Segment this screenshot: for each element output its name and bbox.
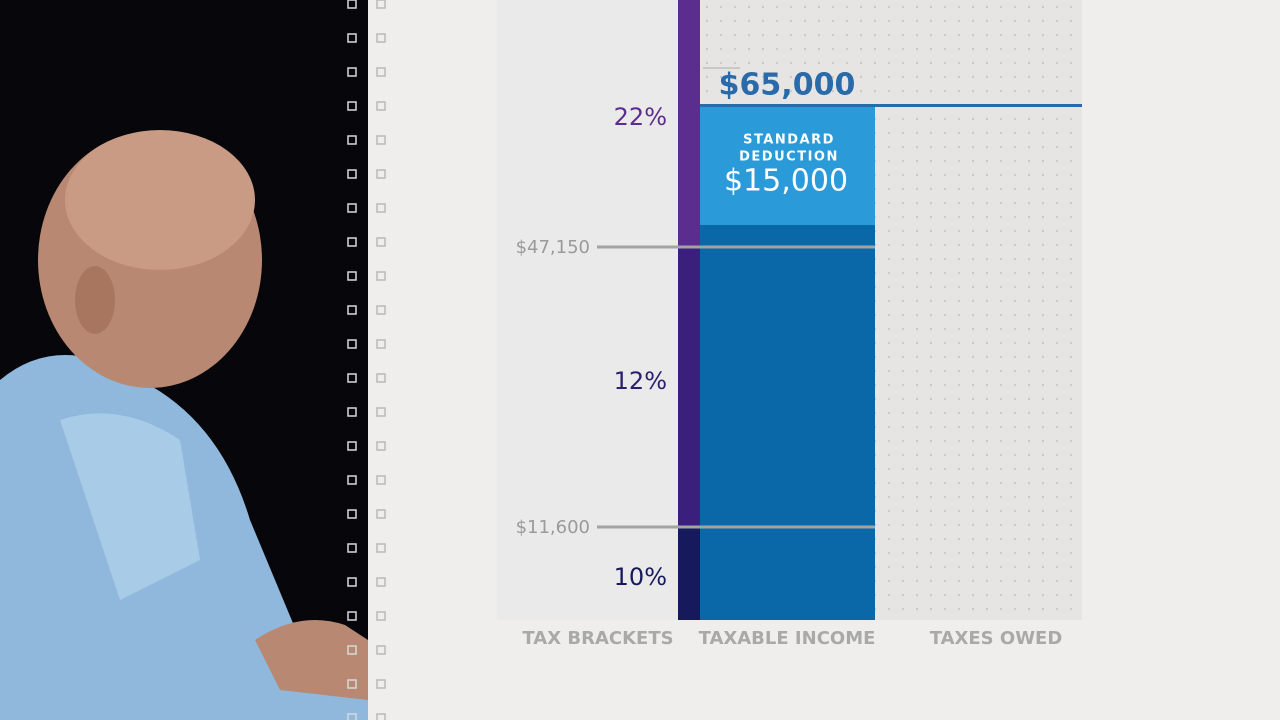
strip-square: [347, 577, 357, 587]
strip-square: [347, 407, 357, 417]
strip-square: [376, 543, 386, 553]
strip-square: [376, 203, 386, 213]
strip-square: [347, 271, 357, 281]
strip-square: [376, 611, 386, 621]
strip-square: [376, 441, 386, 451]
threshold-label: $47,150: [516, 237, 590, 258]
strip-square: [347, 101, 357, 111]
strip-square: [347, 339, 357, 349]
strip-square: [376, 67, 386, 77]
strip-square: [347, 237, 357, 247]
strip-square: [347, 645, 357, 655]
deduction-label: DEDUCTION: [739, 150, 839, 165]
strip-square: [347, 0, 357, 9]
strip-square: [347, 611, 357, 621]
strip-square: [376, 407, 386, 417]
strip-square: [347, 543, 357, 553]
presenter-photo: [0, 0, 368, 720]
film-strip: [347, 0, 386, 720]
strip-square: [376, 373, 386, 383]
strip-square: [347, 713, 357, 720]
strip-square: [376, 645, 386, 655]
strip-square: [376, 169, 386, 179]
dotted-area: [700, 0, 875, 105]
strip-square: [376, 509, 386, 519]
income-bar: [700, 225, 875, 620]
strip-square: [376, 0, 386, 9]
strip-square: [347, 33, 357, 43]
strip-square: [347, 373, 357, 383]
strip-square: [376, 475, 386, 485]
deduction-bar: [700, 105, 875, 225]
strip-square: [376, 339, 386, 349]
column-label: TAXABLE INCOME: [699, 628, 876, 649]
strip-square: [376, 101, 386, 111]
strip-square: [347, 67, 357, 77]
strip-square: [376, 577, 386, 587]
income-label: $65,000: [719, 68, 856, 103]
bracket-bar: [678, 247, 700, 527]
bracket-rate: 10%: [614, 563, 667, 591]
bracket-bar: [678, 0, 700, 247]
strip-square: [347, 203, 357, 213]
strip-square: [376, 237, 386, 247]
strip-square: [347, 679, 357, 689]
column-label: TAX BRACKETS: [522, 628, 673, 649]
threshold-label: $11,600: [516, 517, 590, 538]
strip-square: [376, 713, 386, 720]
strip-square: [376, 271, 386, 281]
taxes-owed-column: [875, 0, 1082, 620]
deduction-label: STANDARD: [743, 133, 835, 148]
deduction-amount: $15,000: [724, 164, 848, 199]
bracket-rate: 22%: [614, 103, 667, 131]
strip-square: [376, 305, 386, 315]
strip-square: [347, 441, 357, 451]
strip-square: [376, 135, 386, 145]
bracket-rate: 12%: [614, 367, 667, 395]
strip-square: [347, 509, 357, 519]
strip-square: [347, 475, 357, 485]
strip-square: [347, 305, 357, 315]
strip-square: [376, 33, 386, 43]
strip-square: [347, 135, 357, 145]
strip-square: [347, 169, 357, 179]
bracket-bar: [678, 527, 700, 620]
strip-square: [376, 679, 386, 689]
column-label: TAXES OWED: [930, 628, 1063, 649]
